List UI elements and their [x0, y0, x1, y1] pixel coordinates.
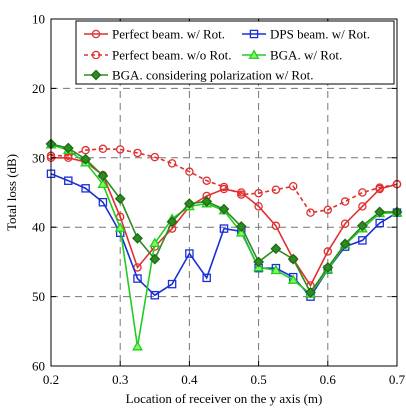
data-point	[219, 182, 229, 192]
data-point	[81, 145, 90, 155]
data-point	[81, 184, 90, 193]
data-point	[322, 262, 334, 273]
data-point	[323, 205, 333, 215]
data-point	[270, 243, 282, 255]
data-point	[150, 290, 160, 300]
data-point	[97, 178, 109, 189]
data-point	[340, 197, 350, 206]
data-point	[374, 206, 386, 218]
data-point	[305, 287, 316, 298]
x-tick-label: 0.6	[320, 372, 337, 387]
data-point	[132, 340, 143, 351]
data-point	[202, 176, 211, 185]
legend-entry: Perfect beam. w/ Rot.	[84, 27, 225, 42]
data-point	[114, 193, 126, 205]
legend-label: DPS beam. w/ Rot.	[270, 27, 370, 42]
data-point	[237, 190, 246, 199]
series-group	[45, 138, 403, 351]
data-point	[219, 224, 229, 233]
data-point	[271, 185, 281, 194]
data-point	[254, 202, 263, 211]
data-point	[340, 219, 350, 228]
data-point	[356, 220, 368, 232]
legend-marker	[248, 49, 260, 59]
data-point	[132, 232, 143, 244]
y-tick-label: 60	[32, 359, 45, 374]
y-tick-label: 10	[32, 12, 45, 27]
legend-entry: BGA. w/ Rot.	[242, 48, 342, 63]
data-point	[201, 196, 213, 207]
data-point	[185, 249, 194, 258]
x-tick-label: 0.3	[112, 372, 128, 387]
data-point	[306, 208, 315, 217]
x-tick-label: 0.5	[250, 372, 266, 387]
legend-label: Perfect beam. w/ Rot.	[112, 27, 225, 42]
x-tick-label: 0.2	[43, 372, 59, 387]
axis-ticks: 0.2 0.3 0.4 0.5 0.6 0.7 10 20 30 40 50 60	[32, 12, 406, 388]
data-point	[339, 238, 351, 250]
y-tick-label: 40	[32, 220, 45, 235]
data-point	[235, 221, 247, 232]
data-point	[287, 274, 299, 284]
legend-label: BGA. w/ Rot.	[270, 48, 342, 63]
data-point	[375, 183, 384, 192]
data-point	[270, 264, 282, 275]
x-axis-label: Location of receiver on the y axis (m)	[126, 391, 323, 406]
data-point	[185, 167, 194, 176]
legend-box	[75, 20, 395, 85]
data-point	[358, 236, 367, 245]
legend: Perfect beam. w/ Rot. DPS beam. w/ Rot. Pe…	[75, 20, 395, 85]
series-line	[51, 157, 398, 288]
data-point	[114, 222, 126, 232]
legend-marker	[91, 50, 101, 60]
y-tick-label: 50	[32, 289, 45, 304]
legend-entry: DPS beam. w/ Rot.	[242, 27, 370, 42]
series-line	[51, 147, 398, 214]
legend-marker	[249, 29, 259, 39]
data-point	[202, 273, 211, 283]
data-point	[166, 216, 178, 228]
legend-label: BGA. considering polarization w/ Rot.	[112, 68, 313, 83]
data-point	[167, 159, 177, 168]
data-point	[287, 253, 299, 265]
data-point	[253, 256, 265, 268]
data-point	[133, 274, 142, 283]
data-point	[254, 188, 263, 198]
data-point	[62, 142, 74, 154]
data-point	[323, 247, 333, 256]
legend-entry: BGA. considering polarization w/ Rot.	[84, 68, 313, 83]
y-tick-label: 30	[32, 150, 45, 165]
legend-marker	[90, 69, 102, 81]
data-point	[218, 203, 230, 215]
data-point	[167, 279, 177, 289]
y-tick-label: 20	[32, 81, 45, 96]
data-point	[149, 253, 161, 265]
x-tick-label: 0.4	[181, 372, 198, 387]
plot-frame	[50, 18, 398, 367]
legend-entry: Perfect beam. w/o Rot.	[84, 48, 232, 63]
data-point	[271, 221, 281, 231]
data-point	[64, 176, 73, 185]
legend-marker	[91, 29, 101, 39]
data-point	[183, 198, 195, 210]
data-point	[288, 182, 298, 191]
data-point	[115, 145, 125, 154]
y-axis-label: Total loss (dB)	[4, 154, 19, 231]
data-point	[80, 153, 92, 165]
data-point	[358, 188, 367, 197]
data-point	[133, 148, 142, 158]
data-point	[98, 144, 108, 154]
data-point	[358, 202, 367, 211]
data-point	[98, 197, 108, 207]
data-point	[97, 170, 109, 182]
legend-label: Perfect beam. w/o Rot.	[112, 48, 232, 63]
x-tick-label: 0.7	[389, 372, 406, 387]
data-point	[149, 237, 161, 248]
data-point	[375, 218, 384, 228]
data-point	[150, 152, 160, 162]
